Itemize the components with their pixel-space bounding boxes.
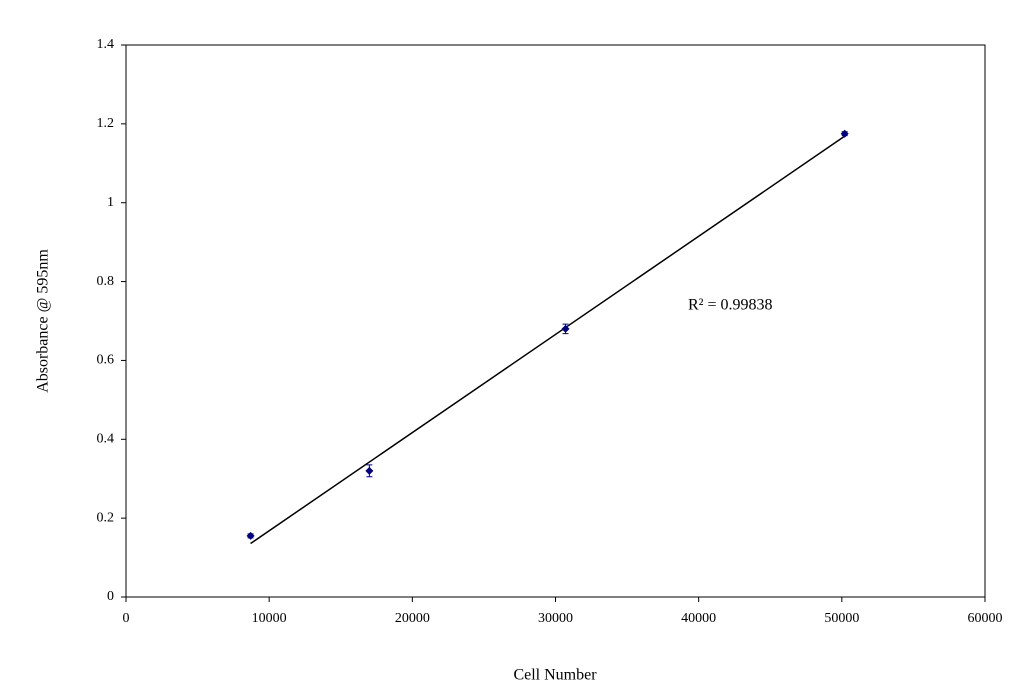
x-tick-label: 40000 — [681, 611, 716, 626]
y-tick-label: 1 — [107, 195, 114, 210]
point — [365, 466, 374, 475]
y-tick-label: 0.4 — [97, 432, 115, 447]
y-tick-label: 1.2 — [97, 116, 115, 131]
annotation: R² = 0.99838 — [688, 297, 773, 314]
y-tick-label: 0 — [107, 589, 114, 604]
y-tick-label: 0.8 — [97, 274, 115, 289]
x-tick-label: 0 — [123, 611, 130, 626]
y-tick-label: 1.4 — [97, 37, 115, 52]
x-tick-label: 10000 — [252, 611, 287, 626]
x-tick-label: 30000 — [538, 611, 573, 626]
plot-area — [125, 44, 986, 598]
y-tick-label: 0.6 — [97, 353, 115, 368]
x-axis-title: Cell Number — [513, 667, 597, 684]
x-tick-label: 60000 — [968, 611, 1003, 626]
y-axis-title: Absorbance @ 595nm — [35, 249, 52, 393]
point — [246, 531, 255, 540]
x-tick-label: 20000 — [395, 611, 430, 626]
y-tick-label: 0.2 — [97, 510, 115, 525]
point — [561, 324, 570, 333]
point — [840, 129, 849, 138]
x-tick-label: 50000 — [824, 611, 859, 626]
trendline — [250, 135, 846, 545]
